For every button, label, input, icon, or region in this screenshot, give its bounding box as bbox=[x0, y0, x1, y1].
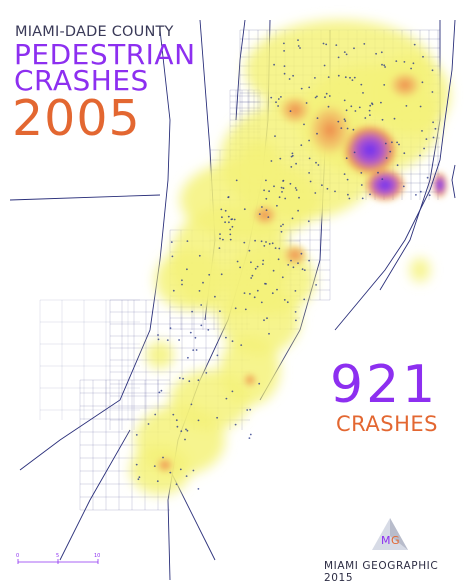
map-title-county: MIAMI-DADE COUNTY bbox=[15, 24, 174, 40]
mg-logo-icon: M G bbox=[372, 518, 408, 550]
map-title-line2: CRASHES bbox=[14, 64, 149, 97]
logo-letter-m: M bbox=[381, 534, 391, 547]
map-title-line1: PEDESTRIAN bbox=[14, 38, 196, 71]
coastline bbox=[334, 19, 456, 331]
map-title-year: 2005 bbox=[12, 90, 141, 147]
scale-bar: 0 5 10 bbox=[16, 553, 100, 564]
crash-points bbox=[135, 39, 437, 490]
scale-tick-10: 10 bbox=[94, 553, 100, 559]
crash-density-heat bbox=[130, 20, 450, 495]
logo-letter-g: G bbox=[391, 534, 400, 547]
scale-tick-0: 0 bbox=[16, 553, 19, 559]
crash-count-label: CRASHES bbox=[336, 412, 438, 436]
scale-tick-5: 5 bbox=[56, 553, 59, 559]
map-credit: MIAMI GEOGRAPHIC 2015 bbox=[324, 560, 439, 584]
crash-count: 921 bbox=[330, 355, 439, 415]
